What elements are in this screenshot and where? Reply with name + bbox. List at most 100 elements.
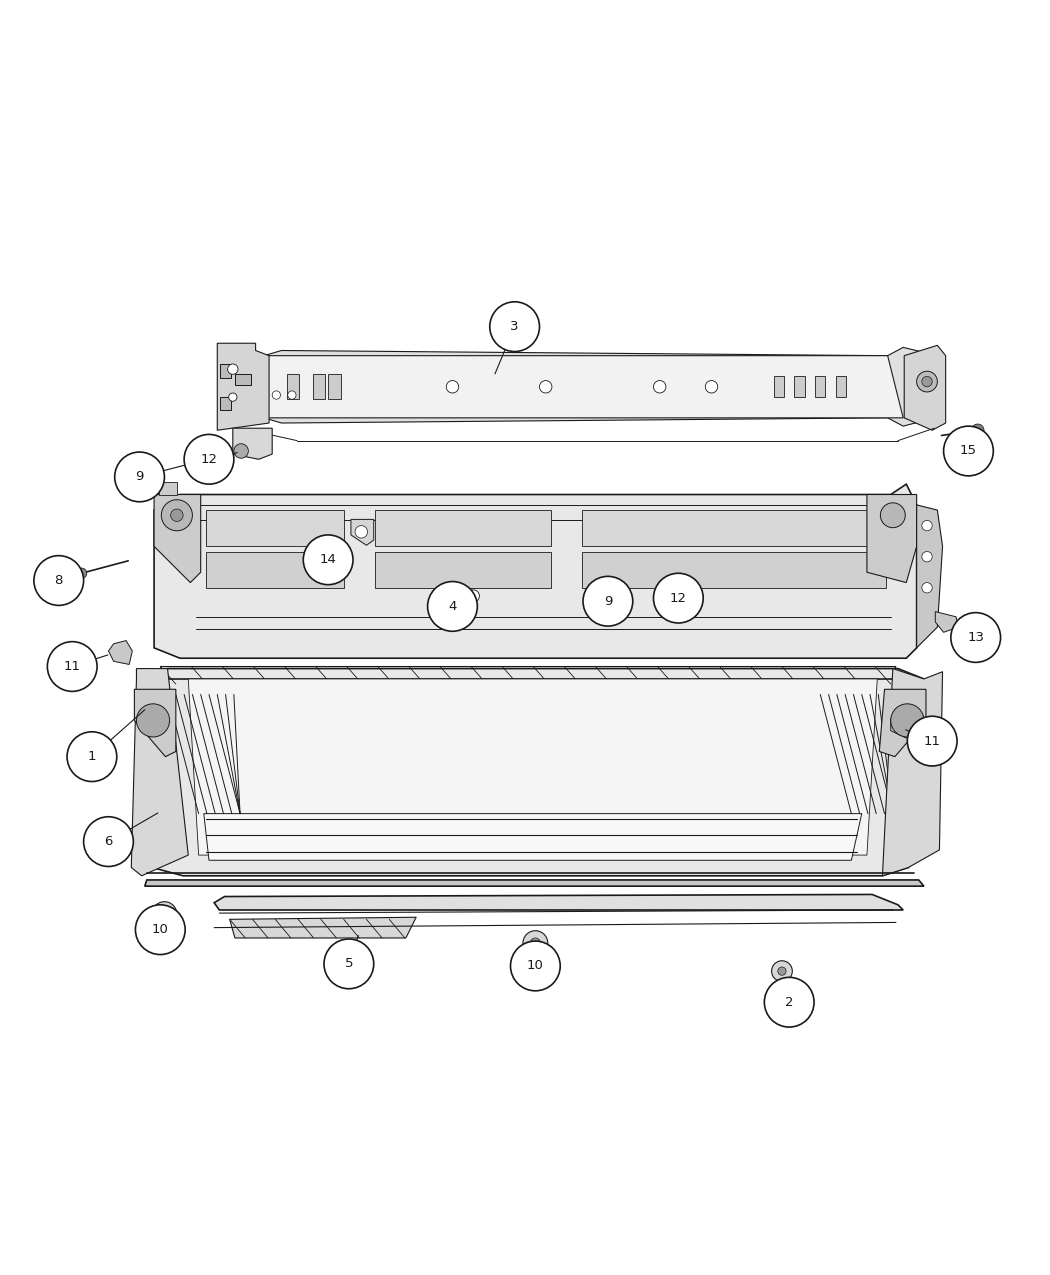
Text: 5: 5 xyxy=(344,958,353,970)
Circle shape xyxy=(922,552,932,562)
Circle shape xyxy=(272,391,280,399)
Circle shape xyxy=(355,525,368,538)
Circle shape xyxy=(922,376,932,386)
Circle shape xyxy=(288,391,296,399)
Bar xyxy=(287,375,299,399)
Polygon shape xyxy=(917,505,943,648)
Circle shape xyxy=(653,574,704,623)
Circle shape xyxy=(160,909,170,919)
Bar xyxy=(220,363,231,379)
Polygon shape xyxy=(108,640,132,664)
Text: 9: 9 xyxy=(604,594,612,608)
Text: 9: 9 xyxy=(135,470,144,483)
Polygon shape xyxy=(351,519,374,546)
Circle shape xyxy=(510,941,561,991)
Circle shape xyxy=(114,453,165,502)
Circle shape xyxy=(907,717,957,766)
Circle shape xyxy=(77,569,87,579)
Text: 8: 8 xyxy=(55,574,63,586)
Polygon shape xyxy=(582,510,885,546)
Polygon shape xyxy=(251,347,929,426)
Bar xyxy=(329,375,340,399)
Circle shape xyxy=(47,641,97,691)
Polygon shape xyxy=(936,612,958,632)
Bar xyxy=(313,375,326,399)
Polygon shape xyxy=(879,690,926,756)
Polygon shape xyxy=(188,680,878,856)
Polygon shape xyxy=(204,813,862,861)
Circle shape xyxy=(530,938,541,949)
Text: 10: 10 xyxy=(152,923,169,936)
Circle shape xyxy=(427,581,478,631)
Circle shape xyxy=(951,612,1001,663)
Polygon shape xyxy=(610,555,656,585)
Circle shape xyxy=(184,435,234,484)
Polygon shape xyxy=(882,668,943,876)
Circle shape xyxy=(880,502,905,528)
Circle shape xyxy=(136,704,170,737)
Polygon shape xyxy=(136,668,924,876)
Text: 13: 13 xyxy=(967,631,984,644)
Circle shape xyxy=(540,380,552,393)
Text: 15: 15 xyxy=(960,445,977,458)
Text: 10: 10 xyxy=(527,960,544,973)
Text: 2: 2 xyxy=(785,996,794,1009)
Polygon shape xyxy=(233,428,272,459)
Text: 11: 11 xyxy=(64,660,81,673)
Polygon shape xyxy=(375,510,551,546)
Bar xyxy=(235,375,251,385)
Circle shape xyxy=(971,425,984,436)
Circle shape xyxy=(922,583,932,593)
Circle shape xyxy=(764,978,814,1028)
Polygon shape xyxy=(145,880,924,886)
Polygon shape xyxy=(160,482,176,495)
Bar xyxy=(795,376,804,397)
Polygon shape xyxy=(230,917,416,938)
Circle shape xyxy=(467,590,480,602)
Text: 11: 11 xyxy=(924,734,941,747)
Polygon shape xyxy=(217,343,269,430)
Text: 14: 14 xyxy=(319,553,337,566)
Circle shape xyxy=(778,966,786,975)
Polygon shape xyxy=(904,346,946,430)
Polygon shape xyxy=(206,552,343,588)
Circle shape xyxy=(162,500,192,530)
Circle shape xyxy=(84,817,133,867)
Bar xyxy=(774,376,784,397)
Circle shape xyxy=(135,905,185,955)
Circle shape xyxy=(489,302,540,352)
Bar xyxy=(815,376,825,397)
Polygon shape xyxy=(161,667,896,685)
Circle shape xyxy=(706,380,718,393)
Text: 6: 6 xyxy=(104,835,112,848)
Circle shape xyxy=(944,426,993,476)
Circle shape xyxy=(324,938,374,988)
Polygon shape xyxy=(867,495,917,583)
Circle shape xyxy=(917,371,938,391)
Circle shape xyxy=(228,363,238,375)
Circle shape xyxy=(67,732,117,782)
Text: 12: 12 xyxy=(670,592,687,604)
Polygon shape xyxy=(131,668,188,876)
Circle shape xyxy=(234,444,249,458)
Circle shape xyxy=(446,380,459,393)
Text: 3: 3 xyxy=(510,320,519,333)
Polygon shape xyxy=(582,552,885,588)
Polygon shape xyxy=(214,895,903,910)
Polygon shape xyxy=(154,484,917,658)
Circle shape xyxy=(229,393,237,402)
Polygon shape xyxy=(134,690,175,756)
Circle shape xyxy=(653,380,666,393)
Circle shape xyxy=(772,961,793,982)
Polygon shape xyxy=(206,510,343,546)
Text: 1: 1 xyxy=(87,750,97,764)
Circle shape xyxy=(303,536,353,585)
Polygon shape xyxy=(890,718,917,738)
Circle shape xyxy=(171,509,183,521)
Bar xyxy=(220,397,231,409)
Polygon shape xyxy=(264,356,903,418)
Circle shape xyxy=(34,556,84,606)
Circle shape xyxy=(922,520,932,530)
Polygon shape xyxy=(154,495,201,583)
Circle shape xyxy=(523,931,548,955)
